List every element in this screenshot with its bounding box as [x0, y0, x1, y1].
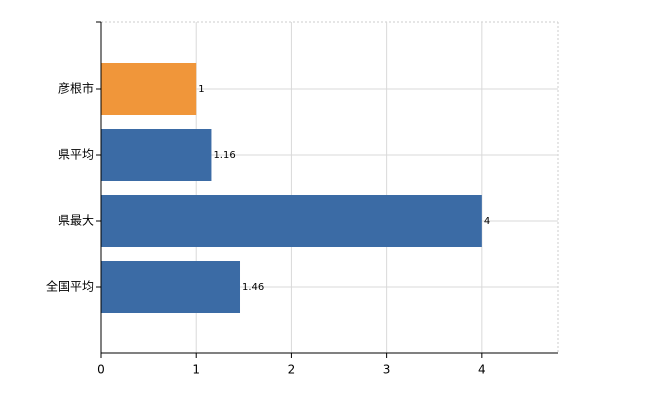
- y-tick-label: 彦根市: [58, 81, 94, 96]
- bar: [101, 261, 241, 313]
- value-label: 1.46: [242, 282, 264, 293]
- value-label: 1: [198, 84, 204, 95]
- value-label: 1.16: [213, 150, 235, 161]
- y-tick-label: 県最大: [58, 214, 94, 228]
- x-tick-label: 3: [383, 363, 391, 377]
- y-tick-label: 全国平均: [46, 279, 94, 294]
- bar: [101, 129, 212, 181]
- y-tick-label: 県平均: [58, 148, 94, 162]
- bar: [101, 63, 197, 115]
- value-label: 4: [484, 216, 490, 227]
- x-tick-label: 0: [97, 363, 105, 377]
- x-tick-label: 2: [288, 363, 296, 377]
- bar: [101, 195, 482, 247]
- x-tick-label: 1: [192, 363, 200, 377]
- x-tick-label: 4: [478, 363, 486, 377]
